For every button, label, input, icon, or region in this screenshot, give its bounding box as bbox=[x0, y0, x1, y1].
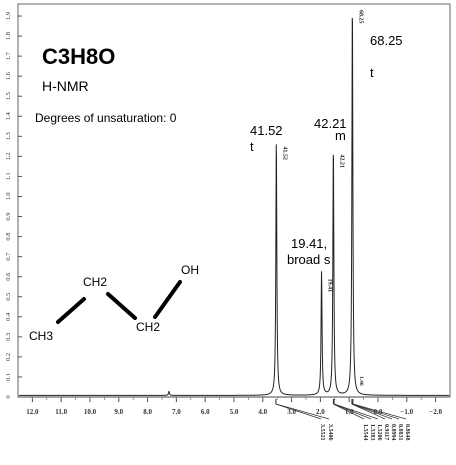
peak-list-leader bbox=[352, 403, 400, 420]
y-tick-label: 1.0 bbox=[5, 192, 12, 200]
peak-mark: 41.52 bbox=[281, 146, 287, 160]
y-tick-label: 0.8 bbox=[5, 233, 12, 241]
y-tick-label: 0.3 bbox=[5, 333, 12, 341]
x-tick-label: −1.0 bbox=[400, 408, 413, 416]
y-tick-label: 1.2 bbox=[5, 152, 12, 160]
peak-list-label: 0.8648 bbox=[404, 424, 410, 441]
x-tick-label: 12.0 bbox=[26, 408, 39, 416]
y-tick-label: 0 bbox=[5, 395, 12, 398]
y-tick-label: 0.2 bbox=[5, 353, 12, 361]
peak-integral-label: 19.41, bbox=[291, 236, 328, 251]
y-tick-label: 1.4 bbox=[5, 111, 12, 120]
peak-mark: 19.41 bbox=[327, 279, 333, 293]
peak-list-label: 0.8831 bbox=[397, 424, 403, 441]
spectrum-trace bbox=[19, 17, 449, 396]
peak-mark: 42.21 bbox=[338, 154, 344, 168]
structure-bond bbox=[56, 297, 86, 324]
peak-list-leader bbox=[275, 403, 330, 420]
y-tick-label: 0.4 bbox=[5, 312, 12, 321]
unsaturation-label: Degrees of unsaturation: 0 bbox=[35, 111, 177, 125]
x-tick-label: 9.0 bbox=[114, 408, 123, 416]
x-tick-label: −2.0 bbox=[429, 408, 442, 416]
x-tick-label: 4.0 bbox=[258, 408, 267, 416]
structure-atom: CH2 bbox=[83, 275, 107, 289]
y-tick-label: 1.9 bbox=[5, 12, 12, 20]
y-tick-label: 1.1 bbox=[5, 172, 12, 180]
y-tick-label: 1.6 bbox=[5, 71, 12, 80]
y-tick-label: 0.1 bbox=[5, 373, 12, 381]
y-tick-label: 0.5 bbox=[5, 293, 12, 301]
y-tick-label: 1.5 bbox=[5, 92, 12, 100]
peak-list-label: 3.5521 bbox=[319, 424, 325, 441]
peak-list-label: 0.8994 bbox=[390, 424, 396, 441]
peak-list-label: 0.9117 bbox=[383, 424, 389, 440]
peak-list-leader bbox=[352, 403, 407, 420]
peak-multiplicity-label: m bbox=[335, 128, 346, 143]
peak-list-leader bbox=[333, 403, 365, 420]
x-tick-label: 7.0 bbox=[172, 408, 181, 416]
structure-atom: OH bbox=[181, 263, 199, 277]
peak-multiplicity-label: broad s bbox=[287, 252, 331, 267]
x-tick-label: 8.0 bbox=[143, 408, 152, 416]
small-peak-mark: 1.46 bbox=[358, 376, 364, 386]
y-tick-label: 0.9 bbox=[5, 212, 12, 220]
peak-integral-label: 41.52 bbox=[250, 123, 283, 138]
peak-list-label: 3.5406 bbox=[327, 424, 333, 441]
peak-list-label: 1.5206 bbox=[376, 424, 382, 441]
peak-integral-label: 68.25 bbox=[370, 33, 403, 48]
structure-atom: CH2 bbox=[136, 320, 160, 334]
peak-integral-label: 42.21 bbox=[314, 116, 347, 131]
molecular-formula: C3H8O bbox=[42, 44, 116, 69]
x-tick-label: 11.0 bbox=[55, 408, 67, 416]
x-tick-label: 6.0 bbox=[201, 408, 210, 416]
peak-list-label: 1.5544 bbox=[362, 424, 368, 441]
x-tick-label: 3.0 bbox=[287, 408, 296, 416]
peak-list-leader bbox=[351, 403, 393, 420]
peak-list-leader bbox=[351, 403, 386, 420]
peak-list-leader bbox=[333, 403, 372, 420]
y-tick-label: 0.6 bbox=[5, 272, 12, 281]
x-tick-label: 2.0 bbox=[316, 408, 325, 416]
x-tick-label: 5.0 bbox=[230, 408, 239, 416]
peak-mark: 68.25 bbox=[357, 10, 363, 24]
peak-list-leader bbox=[275, 403, 322, 420]
y-tick-label: 1.8 bbox=[5, 32, 12, 40]
structure-bond bbox=[106, 292, 137, 320]
y-tick-label: 1.7 bbox=[5, 51, 12, 60]
peak-multiplicity-label: t bbox=[250, 139, 254, 154]
y-tick-label: 0.7 bbox=[5, 252, 12, 261]
peak-list-label: 1.5383 bbox=[369, 424, 375, 441]
structure-atom: CH3 bbox=[29, 329, 53, 343]
peak-list-leader bbox=[334, 403, 379, 420]
x-tick-label: 10.0 bbox=[84, 408, 97, 416]
y-tick-label: 1.3 bbox=[5, 132, 12, 140]
technique-label: H-NMR bbox=[42, 78, 89, 94]
peak-multiplicity-label: t bbox=[370, 65, 374, 80]
structure-bond bbox=[153, 280, 182, 319]
